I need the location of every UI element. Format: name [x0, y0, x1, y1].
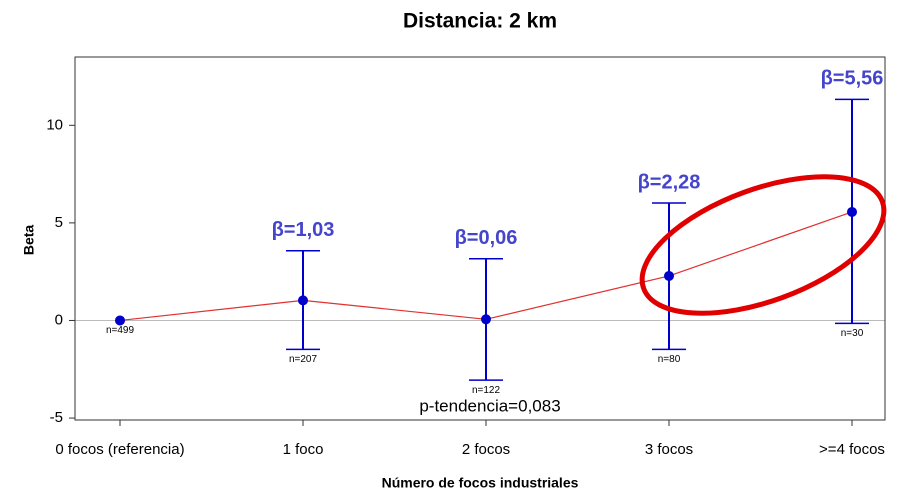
y-axis-label: Beta [21, 225, 37, 256]
x-tick-label: 1 foco [283, 441, 324, 458]
point [664, 270, 674, 281]
y-tick-label: 5 [55, 214, 63, 231]
value-label: β=1,03 [272, 219, 335, 241]
n-label: n=207 [289, 354, 318, 365]
n-label: n=30 [841, 328, 864, 339]
plot-area: -5 0 5 10 0 focos (referencia) n=499 1 foco β=1… [46, 68, 885, 458]
point [298, 295, 308, 306]
y-tick-label: 0 [55, 311, 63, 328]
highlight-ellipse [639, 174, 887, 316]
value-label: β=2,28 [638, 171, 701, 193]
n-label: n=122 [472, 385, 501, 396]
point [115, 315, 125, 326]
value-label: β=0,06 [455, 227, 518, 249]
chart-title: Distancia: 2 km [403, 10, 557, 33]
value-label: β=5,56 [821, 68, 884, 90]
annotation: p-tendencia=0,083 [419, 396, 560, 415]
plot-frame [74, 56, 886, 421]
y-tick-label: 10 [46, 116, 63, 133]
n-label: n=80 [658, 354, 681, 365]
x-tick-label: 2 focos [462, 441, 510, 458]
point [847, 206, 857, 217]
x-axis-label: Número de focos industriales [382, 475, 579, 491]
x-tick-label: 3 focos [645, 441, 693, 458]
x-tick-label: 0 focos (referencia) [55, 441, 184, 458]
point [481, 314, 491, 325]
x-tick-label: >=4 focos [819, 441, 885, 458]
y-tick-label: -5 [50, 409, 63, 426]
n-label: n=499 [106, 325, 135, 336]
